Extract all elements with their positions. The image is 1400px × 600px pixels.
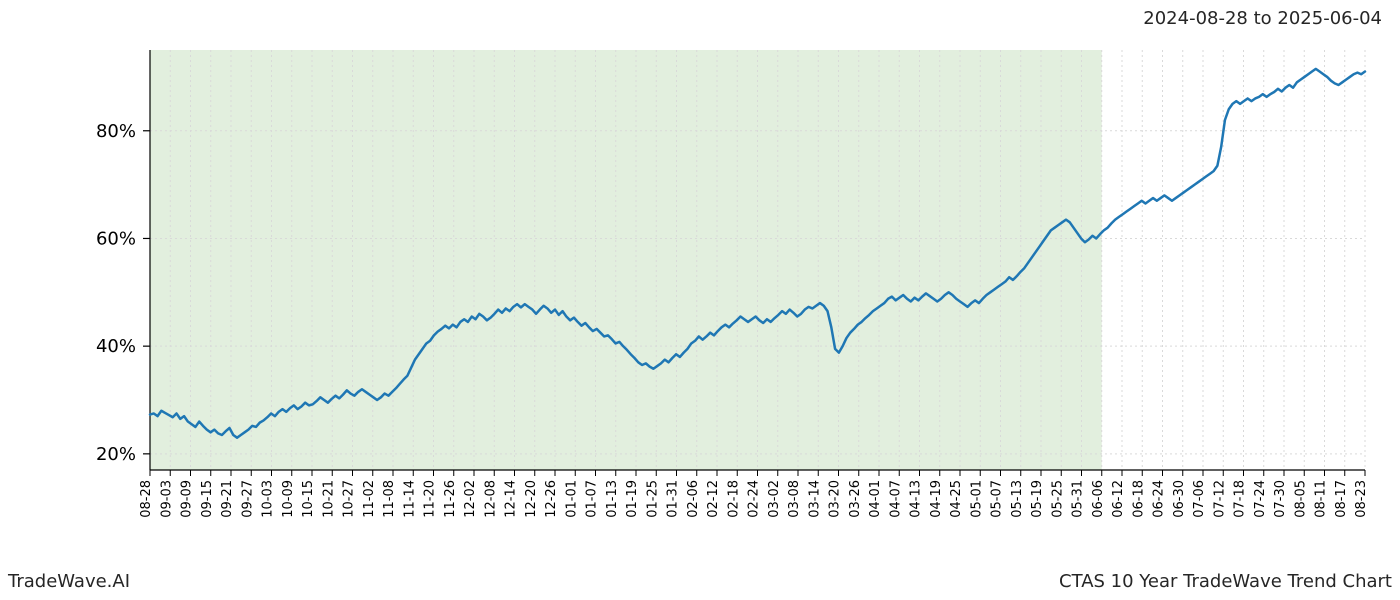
x-tick-label: 06-30 xyxy=(1172,480,1187,518)
x-tick-label: 08-23 xyxy=(1354,480,1369,518)
x-tick-label: 06-18 xyxy=(1131,480,1146,518)
chart-container: 2024-08-28 to 2025-06-04 20% 40% 60% 80% 08-… xyxy=(0,0,1400,600)
x-tick-label: 03-08 xyxy=(787,480,802,518)
chart-title: CTAS 10 Year TradeWave Trend Chart xyxy=(1059,571,1392,592)
x-tick-label: 10-09 xyxy=(281,480,296,518)
x-tick-label: 12-08 xyxy=(483,480,498,518)
x-tick-label: 09-03 xyxy=(159,480,174,518)
x-tick-label: 08-11 xyxy=(1314,480,1329,518)
x-tick-label: 04-13 xyxy=(909,480,924,518)
x-tick-label: 06-24 xyxy=(1152,480,1167,518)
x-tick-label: 07-12 xyxy=(1212,480,1227,518)
x-tick-label: 11-02 xyxy=(362,480,377,518)
x-tick-label: 10-27 xyxy=(342,480,357,518)
x-tick-label: 03-02 xyxy=(767,480,782,518)
y-tick-label: 40% xyxy=(96,336,136,357)
x-tick-label: 01-13 xyxy=(605,480,620,518)
x-tick-label: 07-30 xyxy=(1273,480,1288,518)
x-tick-label: 12-02 xyxy=(463,480,478,518)
x-tick-label: 12-14 xyxy=(504,480,519,518)
x-tick-label: 01-31 xyxy=(666,480,681,518)
x-tick-label: 11-20 xyxy=(423,480,438,518)
x-tick-label: 05-07 xyxy=(990,480,1005,518)
x-tick-label: 09-15 xyxy=(200,480,215,518)
x-tick-label: 10-21 xyxy=(321,480,336,518)
x-tick-label: 01-25 xyxy=(645,480,660,518)
x-tick-label: 12-26 xyxy=(544,480,559,518)
x-tick-label: 10-15 xyxy=(301,480,316,518)
x-tick-label: 04-19 xyxy=(929,480,944,518)
trend-chart: 20% 40% 60% 80% 08-28 09-03 09-09 09-15 09-21 09-… xyxy=(0,40,1400,550)
x-tick-label: 11-26 xyxy=(443,480,458,518)
x-tick-label: 05-31 xyxy=(1071,480,1086,518)
x-tick-label: 03-20 xyxy=(828,480,843,518)
x-tick-label: 10-03 xyxy=(261,480,276,518)
x-tick-label: 09-21 xyxy=(220,480,235,518)
date-range-label: 2024-08-28 to 2025-06-04 xyxy=(1143,8,1382,29)
x-tick-label: 01-19 xyxy=(625,480,640,518)
x-tick-label: 02-24 xyxy=(747,480,762,518)
brand-label: TradeWave.AI xyxy=(8,571,130,592)
x-tick-label: 09-27 xyxy=(240,480,255,518)
x-tick-label: 01-07 xyxy=(585,480,600,518)
x-tick-label: 02-06 xyxy=(686,480,701,518)
x-tick-label: 08-17 xyxy=(1334,480,1349,518)
x-tick-label: 02-12 xyxy=(706,480,721,518)
x-tick-label: 06-12 xyxy=(1111,480,1126,518)
x-tick-label: 11-08 xyxy=(382,480,397,518)
x-tick-label: 03-14 xyxy=(807,480,822,518)
x-tick-label: 04-01 xyxy=(868,480,883,518)
x-tick-label: 09-09 xyxy=(180,480,195,518)
x-tick-label: 12-20 xyxy=(524,480,539,518)
x-tick-label: 07-18 xyxy=(1233,480,1248,518)
x-tick-label: 06-06 xyxy=(1091,480,1106,518)
x-tick-label: 08-28 xyxy=(139,480,154,518)
x-tick-label: 04-07 xyxy=(888,480,903,518)
y-tick-label: 80% xyxy=(96,121,136,142)
y-tick-label: 60% xyxy=(96,228,136,249)
x-tick-label: 03-26 xyxy=(848,480,863,518)
x-tick-label: 07-24 xyxy=(1253,480,1268,518)
y-tick-label: 20% xyxy=(96,444,136,465)
x-tick-label: 05-19 xyxy=(1030,480,1045,518)
x-tick-label: 05-25 xyxy=(1050,480,1065,518)
x-tick-label: 02-18 xyxy=(726,480,741,518)
x-tick-label: 05-13 xyxy=(1010,480,1025,518)
x-tick-label: 11-14 xyxy=(402,480,417,518)
x-tick-label: 04-25 xyxy=(949,480,964,518)
x-tick-label: 05-01 xyxy=(969,480,984,518)
x-tick-label: 01-01 xyxy=(564,480,579,518)
x-tick-label: 07-06 xyxy=(1192,480,1207,518)
x-tick-label: 08-05 xyxy=(1293,480,1308,518)
